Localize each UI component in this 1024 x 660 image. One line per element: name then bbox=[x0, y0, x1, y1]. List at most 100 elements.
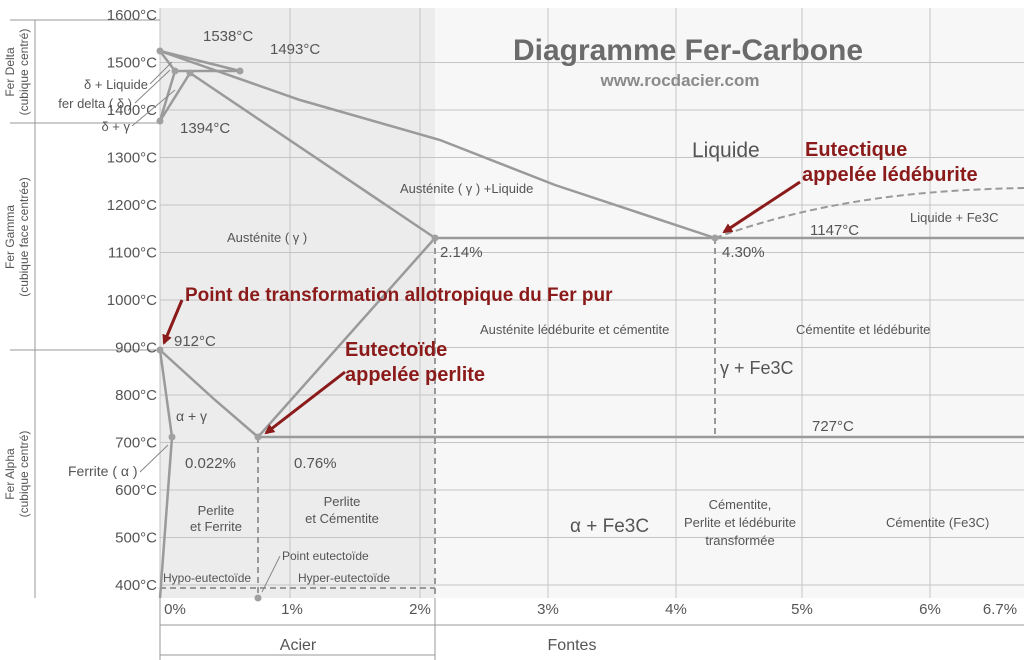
carbon-tick-label: 1% bbox=[281, 601, 303, 618]
phase-ferrite: Ferrite ( α ) bbox=[68, 463, 138, 479]
steel-region-shade bbox=[160, 8, 435, 598]
cast-iron-region-shade bbox=[435, 8, 1024, 598]
band-acier: Acier bbox=[280, 637, 317, 654]
carbon-tick-label: 3% bbox=[537, 601, 559, 618]
annot-allotropique: Point de transformation allotropique du … bbox=[185, 285, 613, 306]
point-markers bbox=[156, 47, 719, 602]
left-band-labels: Fer Delta (cubique centré) Fer Gamma (cu… bbox=[3, 29, 31, 518]
phase-perlite-cementite-2: et Cémentite bbox=[305, 511, 379, 526]
point-912 bbox=[156, 346, 164, 354]
label-hypo-eutectoide: Hypo-eutectoïde bbox=[163, 571, 251, 585]
phase-gamma-fe3c: γ + Fe3C bbox=[720, 358, 794, 378]
point-1538 bbox=[156, 47, 164, 55]
label-1538: 1538°C bbox=[203, 28, 253, 45]
phase-perlite-ferrite-1: Perlite bbox=[198, 503, 235, 518]
carbon-tick-label: 4% bbox=[665, 601, 687, 618]
phase-austenite-ledeburite: Austénite lédéburite et cémentite bbox=[480, 322, 669, 337]
temperature-tick-label: 600°C bbox=[115, 482, 157, 499]
label-1147: 1147°C bbox=[810, 222, 859, 239]
temperature-tick-label: 500°C bbox=[115, 530, 157, 547]
annot-eutectique-1: Eutectique bbox=[805, 139, 907, 161]
label-delta-gamma: δ + γ bbox=[101, 119, 130, 134]
annotation-arrows bbox=[162, 180, 801, 435]
label-912: 912°C bbox=[174, 333, 216, 350]
temperature-tick-label: 1200°C bbox=[107, 197, 157, 214]
label-0-76: 0.76% bbox=[294, 455, 337, 472]
point-1493-c bbox=[236, 67, 244, 75]
temperature-tick-label: 400°C bbox=[115, 577, 157, 594]
phase-perlite-cementite-1: Perlite bbox=[324, 494, 361, 509]
ferrite-leader bbox=[139, 444, 169, 473]
phase-liquide: Liquide bbox=[692, 139, 760, 162]
point-1394 bbox=[156, 117, 164, 125]
temperature-tick-label: 900°C bbox=[115, 340, 157, 357]
temperature-tick-label: 1100°C bbox=[108, 245, 157, 262]
label-1493: 1493°C bbox=[270, 41, 320, 58]
phase-liquide-fe3c: Liquide + Fe3C bbox=[910, 210, 999, 225]
liquidus-curve bbox=[159, 49, 716, 240]
carbon-tick-label: 6% bbox=[919, 601, 941, 618]
vertical-dashed-lines bbox=[160, 238, 716, 598]
point-0-76 bbox=[254, 433, 262, 441]
website-label: www.rocdacier.com bbox=[599, 71, 759, 90]
eutectoide-point-leader bbox=[261, 555, 281, 593]
phase-labels: Liquide Austénite ( γ ) +Liquide Austéni… bbox=[68, 139, 999, 585]
phase-cementite-transf-1: Cémentite, bbox=[709, 497, 772, 512]
carbon-tick-label: 5% bbox=[791, 601, 813, 618]
point-0-022 bbox=[168, 433, 176, 441]
phase-alpha-gamma: α + γ bbox=[176, 408, 207, 424]
carbon-tick-label: 2% bbox=[409, 601, 431, 618]
temperature-tick-label: 700°C bbox=[115, 435, 157, 452]
arrow-allotropique bbox=[162, 299, 184, 345]
bottom-bands bbox=[159, 598, 1024, 660]
phase-cementite-fe3c: Cémentite (Fe3C) bbox=[886, 515, 989, 530]
point-1493-b bbox=[186, 69, 194, 77]
carbon-tick-label: 6.7% bbox=[983, 601, 1017, 618]
band-fer-gamma-sub: (cubique face centrée) bbox=[17, 177, 31, 296]
delta-leader-lines bbox=[131, 61, 176, 127]
temperature-tick-label: 1400°C bbox=[107, 102, 157, 119]
liquidus-fe3c-dashed bbox=[714, 187, 1024, 239]
annot-eutectoide-2: appelée perlite bbox=[345, 364, 485, 386]
point-eutectoide-marker bbox=[254, 594, 262, 602]
band-fer-alpha-sub: (cubique centré) bbox=[17, 431, 31, 518]
point-labels: 1538°C 1493°C 1394°C 912°C 1147°C 727°C … bbox=[174, 28, 859, 472]
annot-eutectique-2: appelée lédéburite bbox=[802, 164, 978, 186]
label-1394: 1394°C bbox=[180, 120, 230, 137]
carbon-axis: 0% 1% 2% 3% 4% 5% 6% 6.7% bbox=[164, 601, 1017, 618]
a3-line bbox=[159, 349, 259, 438]
grid bbox=[159, 8, 1024, 598]
point-1493-a bbox=[171, 67, 179, 75]
point-2-14 bbox=[431, 234, 439, 242]
carbon-tick-label: 0% bbox=[164, 601, 186, 618]
phase-cementite-transf-3: transformée bbox=[705, 533, 774, 548]
phase-austenite-liquide: Austénite ( γ ) +Liquide bbox=[400, 181, 533, 196]
temperature-tick-label: 1600°C bbox=[107, 7, 157, 24]
label-727: 727°C bbox=[812, 418, 854, 435]
band-fer-alpha: Fer Alpha bbox=[3, 448, 17, 500]
delta-labels: δ + Liquide fer delta ( δ ) δ + γ bbox=[58, 77, 148, 134]
diagram-title: Diagramme Fer-Carbone bbox=[513, 34, 863, 67]
temperature-tick-label: 800°C bbox=[115, 387, 157, 404]
delta-liquidus bbox=[159, 49, 241, 73]
temperature-tick-label: 1500°C bbox=[107, 55, 157, 72]
acm-line bbox=[257, 237, 436, 438]
temperature-axis: 1600°C 1500°C 1400°C 1300°C 1200°C 1100°C 1000… bbox=[107, 7, 157, 594]
temperature-tick-label: 1000°C bbox=[107, 292, 157, 309]
point-4-30 bbox=[711, 234, 719, 242]
label-fer-delta: fer delta ( δ ) bbox=[58, 96, 132, 111]
arrow-eutectoide bbox=[264, 370, 346, 435]
arrow-eutectique bbox=[722, 180, 801, 234]
label-4-30: 4.30% bbox=[722, 244, 765, 261]
phase-cementite-transf-2: Perlite et lédéburite bbox=[684, 515, 796, 530]
band-fer-gamma: Fer Gamma bbox=[3, 205, 17, 269]
temperature-tick-label: 1300°C bbox=[107, 150, 157, 167]
phase-perlite-ferrite-2: et Ferrite bbox=[190, 519, 242, 534]
label-2-14: 2.14% bbox=[440, 244, 483, 261]
band-fer-delta-sub: (cubique centré) bbox=[17, 29, 31, 116]
phase-alpha-fe3c: α + Fe3C bbox=[570, 516, 649, 537]
label-point-eutectoide: Point eutectoïde bbox=[282, 549, 369, 563]
phase-cementite-ledeburite: Cémentite et lédéburite bbox=[796, 322, 930, 337]
